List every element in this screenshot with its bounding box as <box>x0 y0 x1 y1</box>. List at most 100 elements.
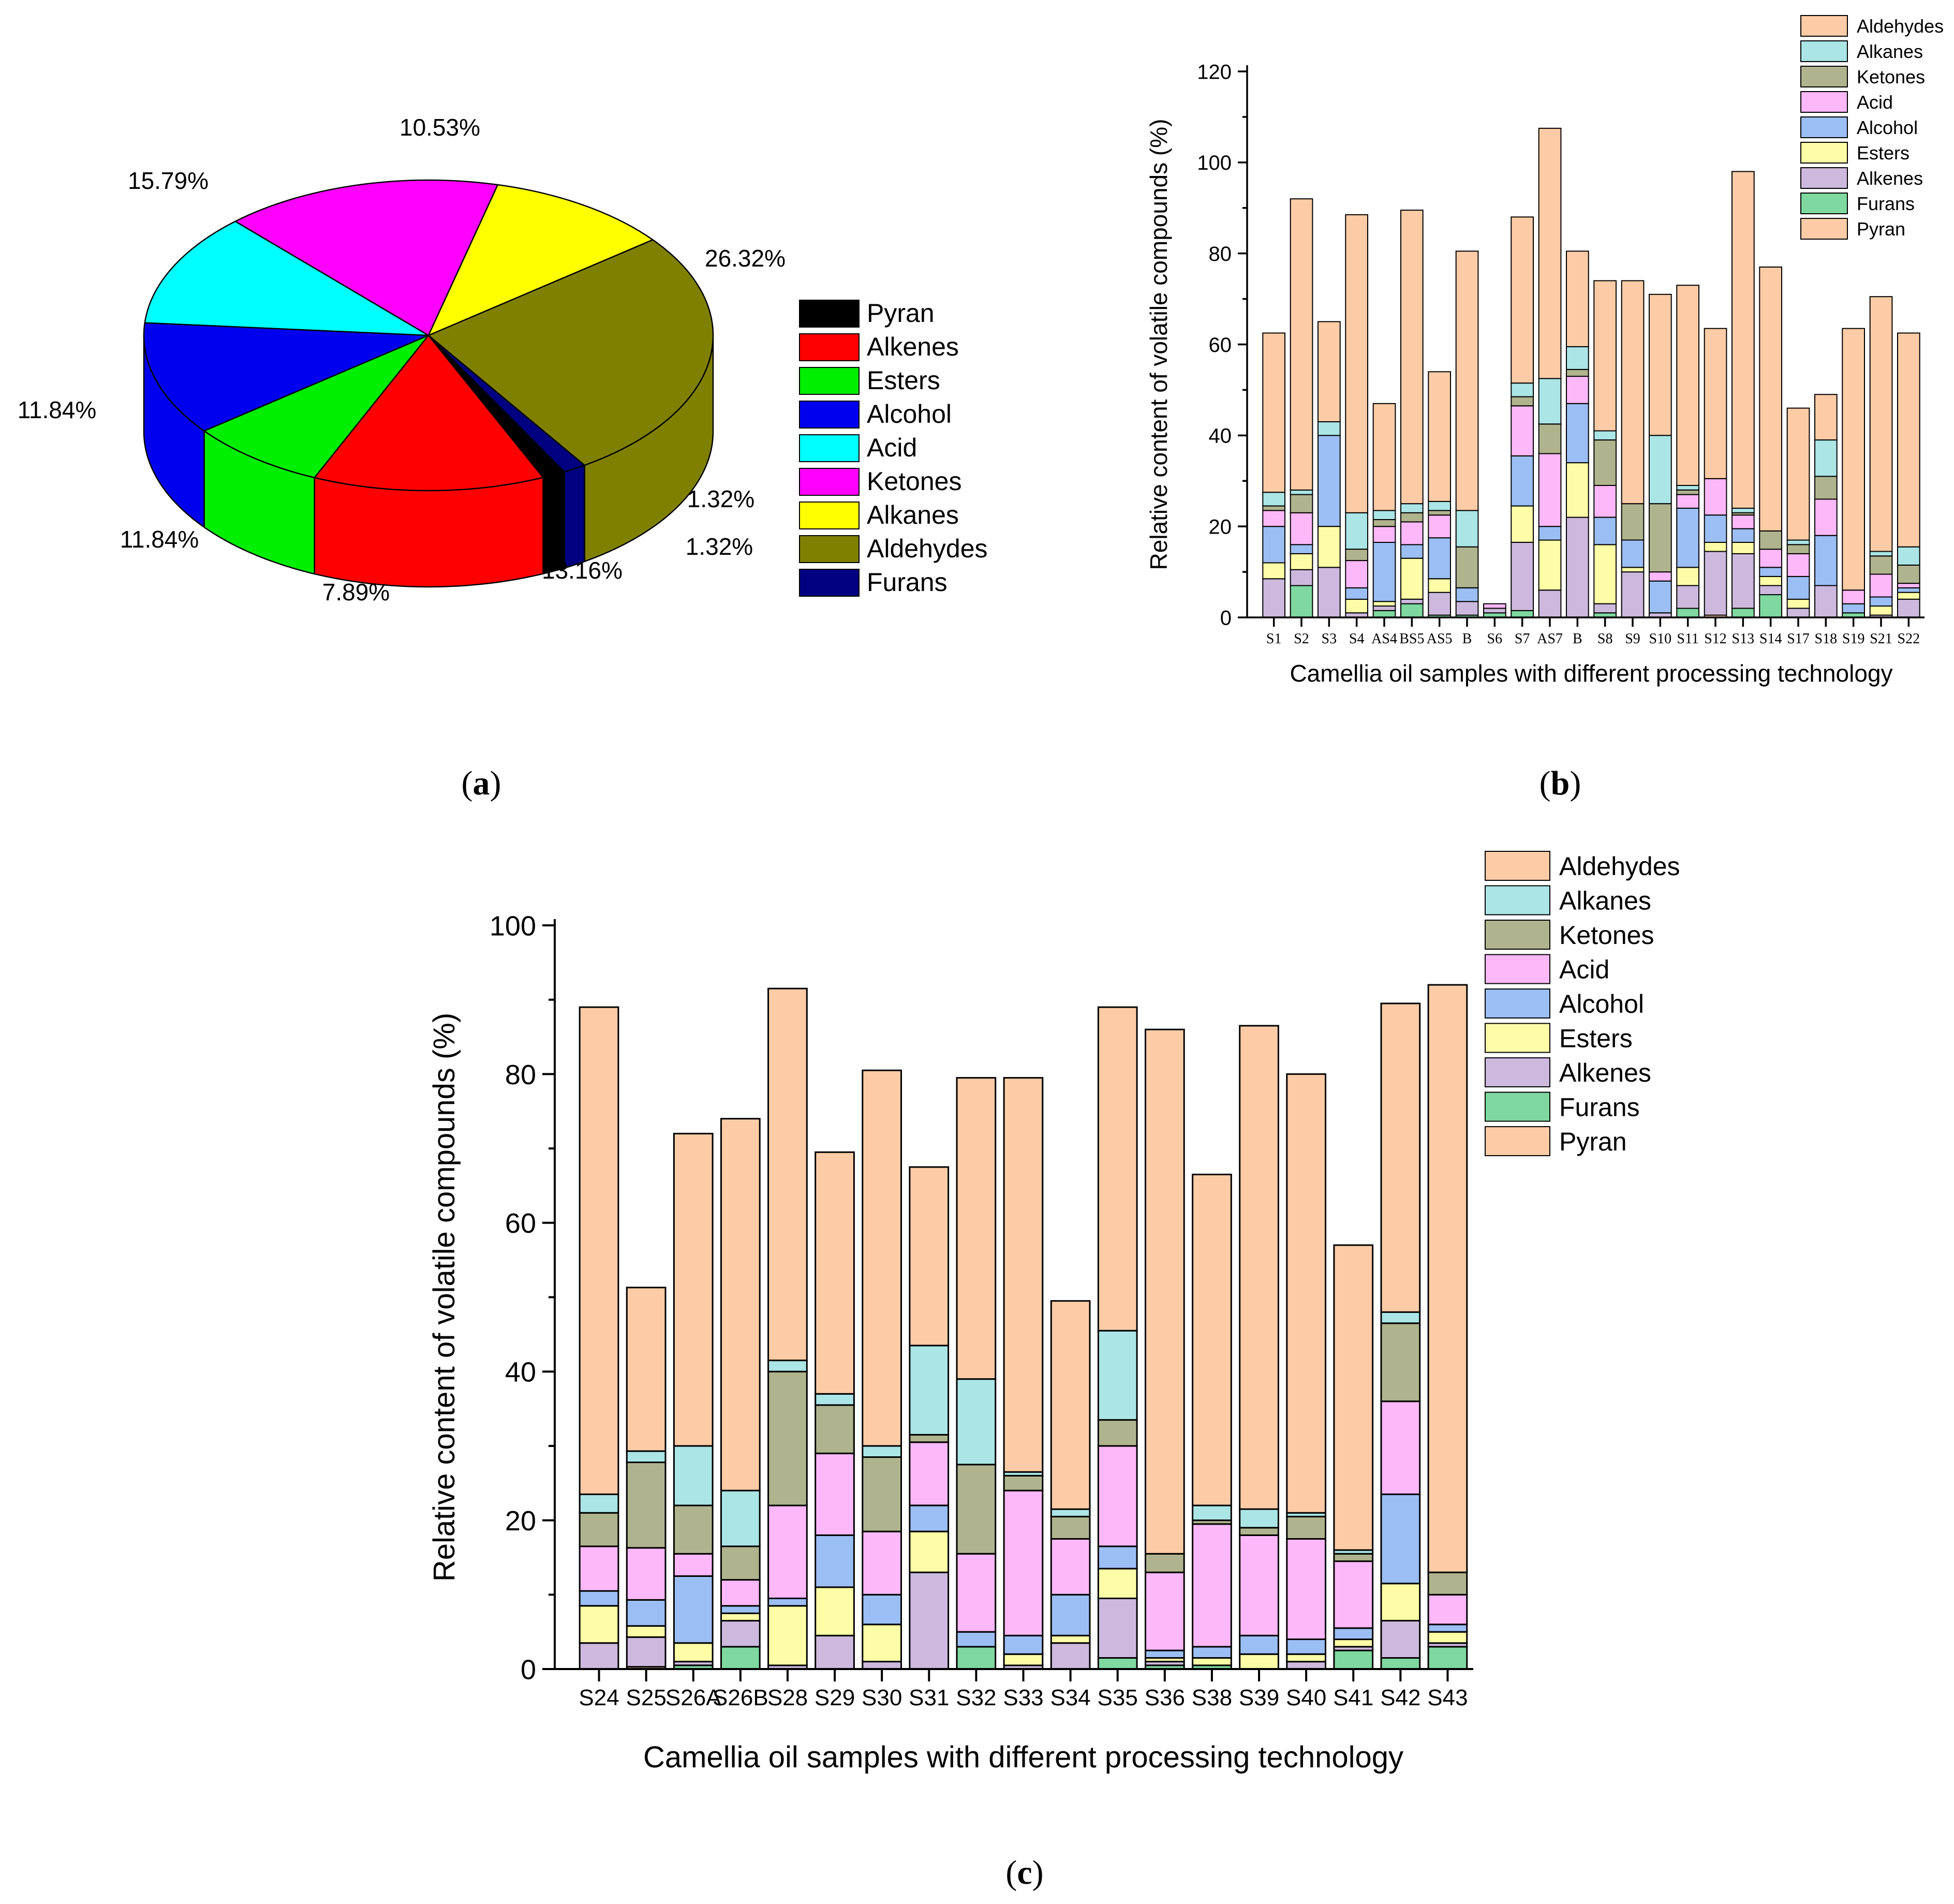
bar-as4-ketones <box>1372 519 1396 527</box>
bar-s24-alkanes <box>579 1493 619 1514</box>
y-tick-label: 60 <box>1209 334 1232 357</box>
bar-s9-esters <box>1621 567 1645 573</box>
bar-s40-esters <box>1286 1653 1327 1663</box>
bar-s21-acid <box>1869 573 1893 598</box>
bar-as7-alkanes <box>1538 378 1562 425</box>
pie-side-alkenes <box>314 477 544 588</box>
bar-s24-ketones <box>579 1512 619 1547</box>
x-tick-label-s34: S34 <box>1050 1685 1090 1710</box>
legend-a: Pyran Alkenes Esters Alcohol Acid Ketones Alka… <box>799 299 988 597</box>
bar-s24-aldehydes <box>579 1006 619 1495</box>
bar-s9-aldehydes <box>1621 280 1645 505</box>
bar-s13-alcohol <box>1731 528 1755 543</box>
bar-s30-alcohol <box>862 1593 902 1626</box>
bar-s32-alcohol <box>956 1631 997 1648</box>
bar-s22-ketones <box>1897 564 1920 584</box>
bar-s28-alkanes <box>767 1360 808 1372</box>
bar-s17-alkenes <box>1786 608 1810 618</box>
bar-s26b-esters <box>720 1612 761 1622</box>
legend-swatch-alcohol <box>799 401 860 429</box>
x-tick-label-s29: S29 <box>815 1685 855 1710</box>
legend-label-acid: Acid <box>1857 92 1893 113</box>
bar-s17-aldehydes <box>1786 407 1810 541</box>
bar-s6-alkenes <box>1483 608 1506 614</box>
bar-s30-aldehydes <box>862 1069 902 1447</box>
bar-s31-acid <box>909 1441 950 1507</box>
bar-s11-ketones <box>1676 489 1700 495</box>
bar-s30-alkenes <box>862 1661 902 1670</box>
bar-s2-aldehydes <box>1290 198 1313 491</box>
bar-s7-ketones <box>1511 396 1534 407</box>
bar-s3-esters <box>1318 526 1341 568</box>
pie-label-esters: 7.89% <box>322 579 390 606</box>
bar-s35-ketones <box>1097 1419 1138 1447</box>
bar-s13-furans <box>1731 608 1755 618</box>
bar-s31-alkanes <box>909 1345 950 1436</box>
bar-s38-alkanes <box>1192 1504 1232 1522</box>
bar-as7-alkenes <box>1538 589 1562 618</box>
bar-as5-alkenes <box>1428 592 1452 616</box>
bar-s12-aldehydes <box>1704 328 1727 479</box>
bar-s30-acid <box>862 1530 902 1596</box>
bar-s35-alcohol <box>1097 1545 1138 1570</box>
legend-label-alcohol: Alcohol <box>1559 990 1644 1019</box>
bar-s26b-ketones <box>720 1545 761 1581</box>
bar-s33-ketones <box>1003 1474 1044 1492</box>
x-tick-label-as7: AS7 <box>1537 631 1563 647</box>
bar-s9-alcohol <box>1621 539 1645 568</box>
bar-s18-aldehydes <box>1814 394 1838 441</box>
bar-s26a-alkanes <box>673 1445 714 1507</box>
bar-s11-furans <box>1676 608 1700 618</box>
legend-swatch-alkenes <box>1800 167 1848 189</box>
legend-label-ketones: Ketones <box>1857 66 1925 87</box>
x-tick-label-s2: S2 <box>1294 631 1309 647</box>
bar-s42-ketones <box>1380 1322 1421 1403</box>
bar-s8-alcohol <box>1593 516 1617 545</box>
bar-s7-acid <box>1511 405 1534 456</box>
bar-s36-alcohol <box>1145 1649 1185 1659</box>
bar-s4-ketones <box>1345 549 1369 562</box>
bar-s14-esters <box>1759 575 1783 586</box>
bar-s39-esters <box>1239 1653 1279 1670</box>
bar-as4-alcohol <box>1372 541 1396 602</box>
bar-s32-alkanes <box>956 1378 997 1466</box>
bar-s39-alcohol <box>1239 1634 1279 1655</box>
x-tick-label-s13: S13 <box>1732 631 1755 647</box>
bar-s34-esters <box>1050 1634 1091 1644</box>
pie-slice-alkanes <box>427 184 654 337</box>
x-axis-title: Camellia oil samples with different proc… <box>643 1740 1403 1774</box>
pie-label-ketones: 15.79% <box>128 167 209 194</box>
bar-s19-acid <box>1842 589 1866 604</box>
bar-s17-alkanes <box>1786 539 1810 545</box>
pie-label-alkanes: 10.53% <box>399 114 480 141</box>
bar-s13-aldehydes <box>1731 171 1755 509</box>
legend-label-alcohol: Alcohol <box>867 400 952 429</box>
bar-s36-ketones <box>1145 1553 1185 1573</box>
x-tick-label-s10: S10 <box>1649 631 1672 647</box>
bar-s21-esters <box>1869 606 1893 616</box>
bar-s7-alcohol <box>1511 455 1534 507</box>
legend-swatch-esters <box>1485 1023 1550 1053</box>
legend-label-alkenes: Alkenes <box>1559 1058 1651 1087</box>
bar-as7-ketones <box>1538 423 1562 454</box>
pie-slice-aldehydes <box>427 239 714 466</box>
bar-s28-alcohol <box>767 1598 808 1607</box>
bar-as4-acid <box>1372 526 1396 543</box>
legend-swatch-ketones <box>1800 66 1848 87</box>
bar-s39-ketones <box>1239 1527 1279 1536</box>
legend-swatch-acid <box>1800 91 1848 113</box>
bar-s40-alkenes <box>1286 1661 1327 1670</box>
legend-swatch-ketones <box>1485 920 1550 950</box>
bar-s38-acid <box>1192 1523 1232 1648</box>
legend-label-alkanes: Alkanes <box>867 500 959 529</box>
bar-s35-alkanes <box>1097 1330 1138 1421</box>
bar-s12-alkenes <box>1704 551 1727 616</box>
y-tick-label: 0 <box>521 1654 536 1685</box>
bar-s26a-acid <box>673 1553 714 1577</box>
bar-s3-alkenes <box>1318 567 1341 618</box>
bar-s10-acid <box>1649 571 1672 582</box>
legend-swatch-pyran <box>1800 218 1848 240</box>
bar-s25-alkanes <box>626 1450 667 1464</box>
legend-swatch-alcohol <box>1800 116 1848 138</box>
